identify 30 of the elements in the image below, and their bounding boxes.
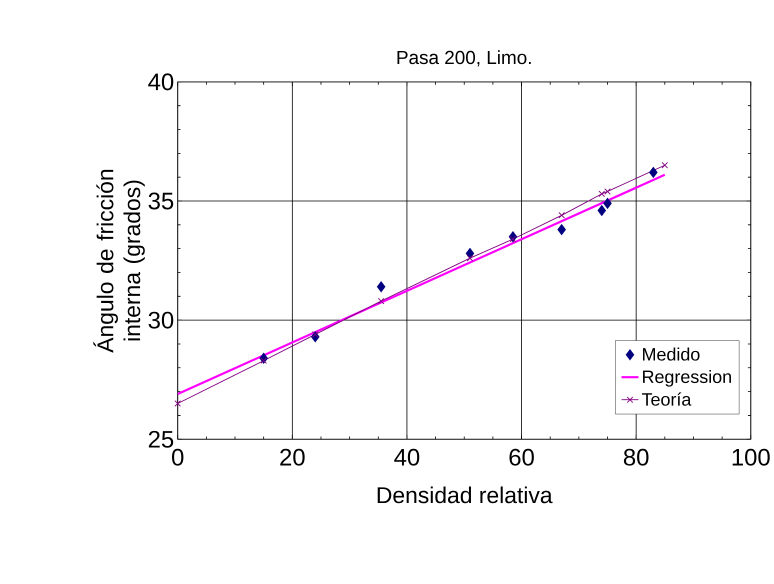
y-tick-label: 40 [148, 73, 174, 90]
legend-label: Medido [643, 348, 700, 361]
point [378, 298, 384, 304]
point [466, 254, 474, 262]
point [466, 248, 474, 260]
y-axis-title: Ángulo de fricción interna (grados) [93, 170, 145, 353]
point [174, 400, 181, 407]
x-tick-label: 80 [624, 448, 648, 466]
point [376, 281, 386, 292]
x-axis-title: Densidad relativa [378, 486, 553, 504]
point [510, 236, 516, 242]
point [597, 204, 606, 216]
point [260, 357, 267, 364]
legend-label: Regression [643, 370, 731, 387]
point [662, 162, 668, 169]
point [557, 224, 566, 236]
y-tick-label: 25 [148, 430, 174, 448]
y-tick-label: 30 [148, 312, 174, 329]
x-tick-label: 100 [732, 448, 770, 466]
x-tick-label: 40 [394, 448, 420, 466]
point [558, 212, 565, 219]
x-tick-label: 60 [509, 448, 534, 466]
point [603, 198, 612, 210]
x-tick-label: 20 [280, 448, 305, 466]
legend-label: Teoría [642, 392, 692, 406]
point [649, 166, 658, 178]
y-tick-label: 35 [148, 192, 174, 210]
chart-title: Pasa 200, Limo. [398, 50, 531, 66]
point [312, 331, 319, 338]
x-tick-label: 0 [172, 448, 184, 466]
